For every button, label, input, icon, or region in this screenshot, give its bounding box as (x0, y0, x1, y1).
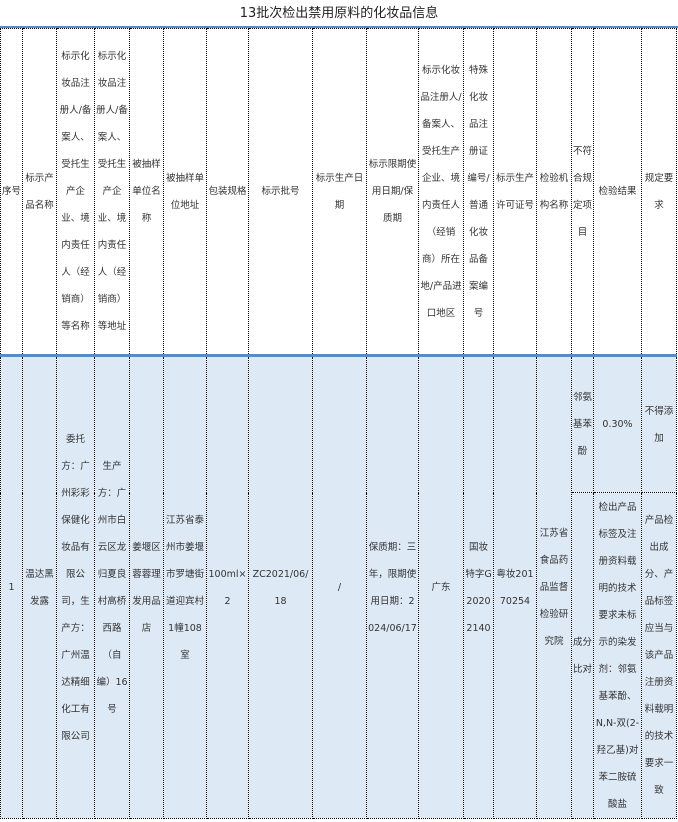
cell-expiry: 保质期：三年，限期使用日期：2024/06/17 (366, 355, 419, 819)
cell-result: 检出产品标签及注册资料载明的技术要求未标示的染发剂：邻氨基苯酚、N,N-双(2-… (593, 492, 642, 819)
cell-sampled-unit: 姜堰区蓉蓉理发用品店 (129, 355, 164, 819)
cell-result: 0.30% (593, 355, 642, 493)
cell-registrant-address: 生产方：广州市白云区龙归夏良村高桥西路（自编）16号 (94, 355, 130, 819)
cell-no: 1 (0, 355, 23, 819)
header-cell: 标示生产日期 (312, 28, 367, 356)
cell-batch: ZC2021/06/18 (248, 355, 313, 819)
cell-product: 温达黑发露 (22, 355, 57, 819)
cell-requirement: 不得添加 (641, 355, 677, 493)
header-cell: 序号 (0, 28, 23, 356)
cell-lab: 江苏省食品药品监督检验研究院 (536, 355, 572, 819)
table-row: 成分比对 检出产品标签及注册资料载明的技术要求未标示的染发剂：邻氨基苯酚、N,N… (1, 492, 677, 819)
header-cell: 标示生产许可证号 (493, 28, 537, 356)
header-cell: 标示产品名称 (22, 28, 57, 356)
header-cell: 不符合规定项目 (571, 28, 594, 356)
header-cell: 检验机构名称 (536, 28, 572, 356)
cell-license-no: 粤妆20170254 (493, 355, 537, 819)
table-row: 1 温达黑发露 委托方：广州彩彩保健化妆品有限公司，生产方：广州温达精细化工有限… (0, 355, 677, 819)
header-cell: 特殊化妆品注册证编号/普通化妆品备案编号 (463, 28, 494, 356)
header-cell: 被抽样单位名称 (129, 28, 164, 356)
cell-registration-no: 国妆特字G20202140 (463, 355, 494, 819)
cell-item: 成分比对 (571, 492, 594, 819)
cell-sampled-address: 江苏省泰州市姜堰市罗塘街道迎宾村1幢108室 (163, 355, 207, 819)
header-row: 序号 标示产品名称 标示化妆品注册人/备案人、受托生产企业、境内责任人（经销商）… (0, 28, 677, 356)
cosmetics-table: 序号 标示产品名称 标示化妆品注册人/备案人、受托生产企业、境内责任人（经销商）… (0, 28, 677, 819)
header-cell: 检验结果 (593, 28, 642, 356)
cell-item: 邻氨基苯酚 (571, 355, 594, 493)
cell-registrant-name: 委托方：广州彩彩保健化妆品有限公司，生产方：广州温达精细化工有限公司 (56, 355, 95, 819)
header-cell: 规定要求 (641, 28, 677, 356)
cell-package: 100ml×2 (206, 355, 249, 819)
header-cell: 标示限期使用日期/保质期 (366, 28, 419, 356)
cell-production-date: / (312, 355, 367, 819)
header-cell: 标示化妆品注册人/备案人、受托生产企业、境内责任人（经销商）所在地/产品进口地区 (418, 28, 464, 356)
cell-requirement: 产品检出成分、产品标签应当与该产品注册资料载明的技术要求一致 (641, 492, 677, 819)
header-cell: 标示化妆品注册人/备案人、受托生产企业、境内责任人（经销商）等名称 (56, 28, 95, 356)
page-title: 13批次检出禁用原料的化妆品信息 (0, 0, 678, 28)
header-cell: 被抽样单位地址 (163, 28, 207, 356)
header-cell: 包装规格 (206, 28, 249, 356)
cell-location: 广东 (418, 355, 464, 819)
header-cell: 标示化妆品注册人/备案人、受托生产企业、境内责任人（经销商）等地址 (94, 28, 130, 356)
header-cell: 标示批号 (248, 28, 313, 356)
